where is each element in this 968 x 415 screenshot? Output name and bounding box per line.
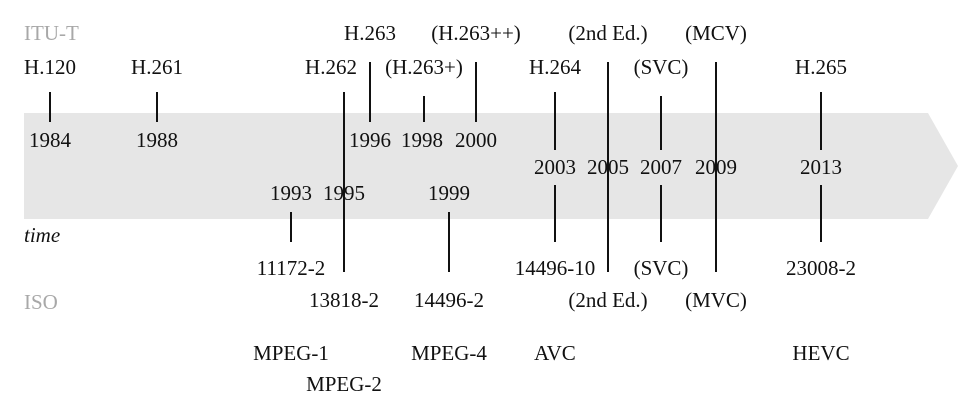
iso-11172-2: 11172-2 [256,256,326,280]
h264-2nd-ed-label: (2nd Ed.) [568,21,648,45]
year-2009: 2009 [695,155,737,179]
h261-year: 1988 [136,128,178,152]
family-mpeg-2: MPEG-2 [306,372,382,396]
h120-year: 1984 [29,128,71,152]
year-2003: 2003 [534,155,576,179]
family-avc: AVC [534,341,576,365]
year-1999: 1999 [428,181,470,205]
h263-name: H.263 [344,21,396,45]
iso-14496-2: 14496-2 [414,288,484,312]
itu-t-label: ITU-T [24,21,79,45]
h263-year: 1996 [349,128,391,152]
year-1995: 1995 [323,181,365,205]
iso-label: ISO [24,290,58,314]
family-hevc: HEVC [792,341,850,365]
h262-name: H.262 [305,55,357,79]
iso-13818-2: 13818-2 [309,288,379,312]
year-2013: 2013 [800,155,842,179]
h120-name: H.120 [24,55,76,79]
h265-name: H.265 [795,55,847,79]
iso-23008-2: 23008-2 [786,256,856,280]
h264-svc-label: (SVC) [633,55,689,79]
h263plusplus-name: (H.263++) [431,21,521,45]
year-2005: 2005 [587,155,629,179]
h263plus-year: 1998 [401,128,443,152]
family-mpeg-1: MPEG-1 [253,341,329,365]
avc-svc-label: (SVC) [633,256,689,280]
h263plus-name: (H.263+) [385,55,463,79]
time-arrow [24,113,958,219]
iso-14496-10: 14496-10 [514,256,596,280]
year-1993: 1993 [270,181,312,205]
h264-name: H.264 [529,55,581,79]
h261-name: H.261 [131,55,183,79]
time-axis-label: time [24,223,61,247]
year-2007: 2007 [640,155,682,179]
avc-2nd-ed-label: (2nd Ed.) [568,288,648,312]
h264-mcv-label: (MCV) [685,21,747,45]
family-mpeg-4: MPEG-4 [411,341,487,365]
avc-mvc-label: (MVC) [685,288,747,312]
h263plusplus-year: 2000 [455,128,497,152]
